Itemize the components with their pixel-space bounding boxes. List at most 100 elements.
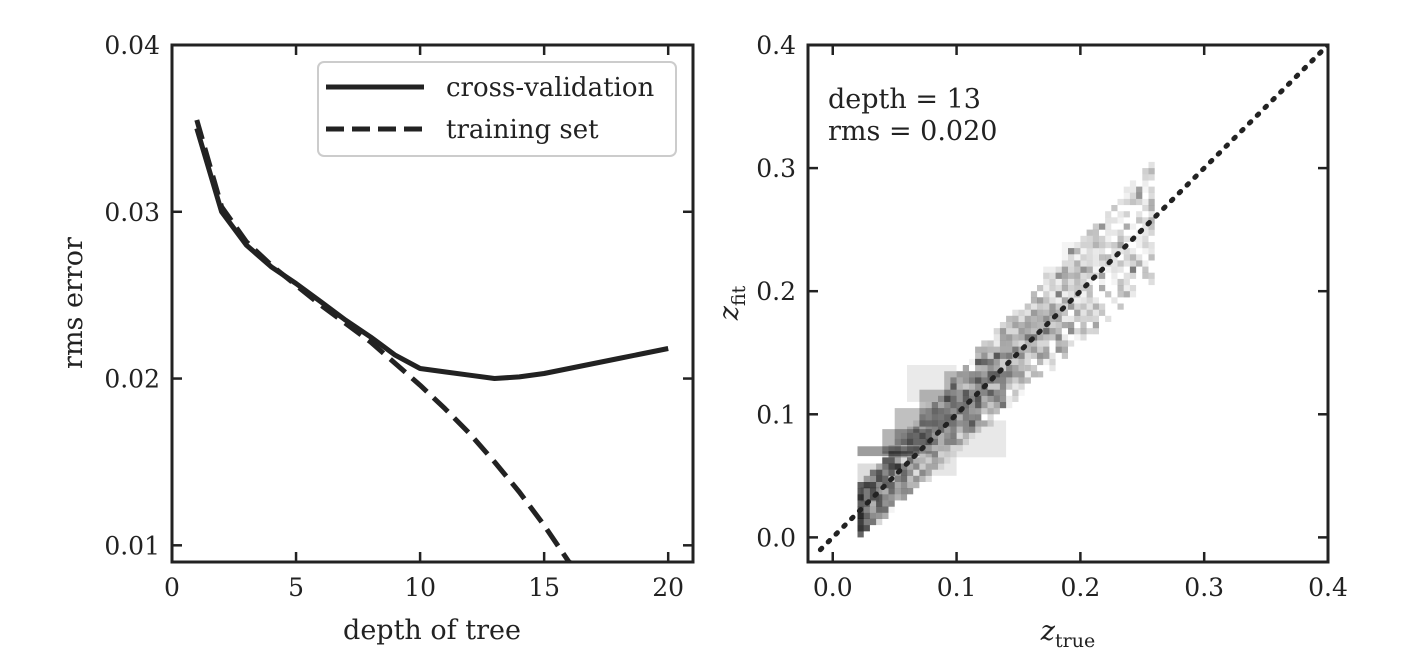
density-cell xyxy=(1123,291,1130,298)
density-cell xyxy=(1086,272,1093,279)
density-cell xyxy=(869,475,877,482)
density-cell xyxy=(999,328,1007,335)
density-cell xyxy=(869,488,877,495)
density-cell xyxy=(1092,303,1099,310)
density-cell xyxy=(999,328,1007,335)
density-cell xyxy=(975,377,982,384)
density-cell xyxy=(863,488,870,495)
density-cell xyxy=(1148,161,1155,169)
density-cell xyxy=(857,512,864,519)
density-cell xyxy=(944,389,951,396)
density-cell xyxy=(1117,291,1124,298)
density-cell xyxy=(1148,278,1155,286)
density-cell xyxy=(900,469,908,476)
density-cell xyxy=(938,414,945,421)
density-cell xyxy=(1061,352,1068,359)
density-cell xyxy=(1111,260,1118,267)
density-cell xyxy=(969,377,976,384)
density-cell xyxy=(1030,309,1038,316)
density-cell xyxy=(962,402,969,409)
density-cell xyxy=(1117,242,1124,249)
density-cell xyxy=(894,488,901,495)
density-cell xyxy=(1123,223,1130,230)
density-cell xyxy=(1049,278,1056,286)
density-cell xyxy=(1068,315,1075,322)
density-cell xyxy=(1006,377,1013,384)
density-cell xyxy=(938,420,945,427)
density-cell xyxy=(1086,272,1093,279)
density-cell xyxy=(882,512,889,519)
density-cell xyxy=(857,525,864,532)
density-cell xyxy=(882,512,889,519)
density-cell xyxy=(894,457,901,464)
density-cell xyxy=(1043,358,1050,366)
density-cell xyxy=(882,463,889,470)
density-cell xyxy=(900,438,908,446)
density-cell xyxy=(1068,254,1075,261)
density-cell xyxy=(962,426,969,433)
density-cell xyxy=(1099,285,1106,292)
density-cell xyxy=(925,451,932,458)
density-cell xyxy=(869,488,877,495)
density-cell xyxy=(950,383,957,390)
density-cell xyxy=(863,512,870,519)
density-cell xyxy=(1129,180,1137,187)
density-cell xyxy=(894,463,901,470)
density-cell xyxy=(1037,285,1044,292)
left-xtick-label: 20 xyxy=(652,573,684,602)
density-cell xyxy=(857,494,864,501)
density-cell xyxy=(1049,303,1056,310)
right-ytick-label: 0.2 xyxy=(756,277,796,306)
density-cell xyxy=(857,525,864,532)
density-cell xyxy=(913,482,920,489)
density-cell xyxy=(857,512,864,519)
density-bin xyxy=(1061,242,1099,279)
density-cell xyxy=(894,457,901,464)
density-cell xyxy=(907,463,914,470)
density-cell xyxy=(925,445,932,452)
density-cell xyxy=(1068,303,1075,310)
density-cell xyxy=(1068,328,1075,335)
density-cell xyxy=(1055,272,1062,279)
density-cell xyxy=(900,451,908,458)
density-cell xyxy=(956,432,963,439)
right-axes-frame xyxy=(806,43,1330,564)
density-cell xyxy=(876,494,883,501)
density-cell xyxy=(888,457,895,464)
density-cell xyxy=(900,463,908,470)
density-cell xyxy=(999,402,1007,409)
density-cell xyxy=(1129,192,1137,199)
density-cell xyxy=(993,371,1000,378)
density-cell xyxy=(931,432,938,439)
density-cell xyxy=(876,475,883,482)
density-cell xyxy=(1018,358,1025,366)
density-cell xyxy=(907,451,914,458)
density-cell xyxy=(931,451,938,458)
density-cell xyxy=(1099,223,1106,230)
density-cell xyxy=(882,475,889,482)
density-cell xyxy=(919,432,926,439)
density-cell xyxy=(962,408,969,415)
density-cell xyxy=(993,371,1000,378)
density-cell xyxy=(876,475,883,482)
density-cell xyxy=(857,494,864,501)
density-cell xyxy=(907,475,914,482)
density-cell xyxy=(1068,272,1075,279)
density-cell xyxy=(944,395,951,402)
density-cell xyxy=(863,512,870,519)
density-cell xyxy=(857,500,864,507)
density-cell xyxy=(1148,192,1155,199)
density-cell xyxy=(1099,223,1106,230)
density-cell xyxy=(1068,285,1075,292)
density-cell xyxy=(1080,315,1087,322)
density-cell xyxy=(999,402,1007,409)
density-cell xyxy=(962,365,969,372)
density-cell xyxy=(993,389,1000,396)
density-cell xyxy=(1136,192,1143,199)
density-cell xyxy=(876,518,883,526)
density-cell xyxy=(981,346,988,353)
density-cell xyxy=(993,408,1000,415)
density-cell xyxy=(900,482,908,489)
density-cell xyxy=(888,469,895,476)
density-cell xyxy=(900,463,908,470)
